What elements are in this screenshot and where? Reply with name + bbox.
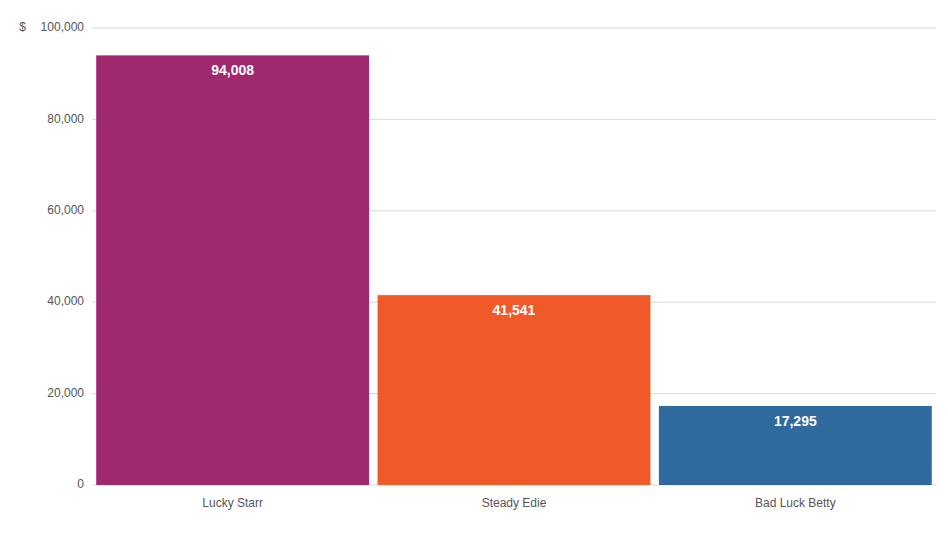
x-axis: Lucky Starr Steady Edie Bad Luck Betty [202, 496, 835, 510]
data-labels: 94,008 41,541 17,295 [211, 62, 817, 429]
x-tick-label: Lucky Starr [202, 496, 263, 510]
y-tick-label: 0 [77, 477, 84, 491]
y-tick-label: 60,000 [47, 203, 84, 217]
grid-line [92, 28, 936, 29]
y-axis: 0 20,000 40,000 60,000 80,000 100,000 [41, 20, 85, 491]
y-tick-label: 20,000 [47, 386, 84, 400]
x-tick-label: Bad Luck Betty [755, 496, 836, 510]
y-tick-label: 80,000 [47, 112, 84, 126]
bar [378, 295, 651, 485]
x-tick-label: Steady Edie [482, 496, 547, 510]
chart-container: 0 20,000 40,000 60,000 80,000 100,000 $94,008 4… [0, 0, 948, 533]
data-label: 41,541 [493, 302, 536, 318]
y-axis-label: $ [19, 20, 26, 34]
bar [659, 406, 932, 485]
bars [96, 55, 932, 485]
bar [96, 55, 369, 485]
data-label: 17,295 [774, 413, 817, 429]
chart: 0 20,000 40,000 60,000 80,000 100,000 $94,008 4… [0, 0, 948, 533]
y-tick-label: 40,000 [47, 294, 84, 308]
data-label: 94,008 [211, 62, 254, 78]
grid [92, 28, 936, 485]
y-tick-label: 100,000 [41, 20, 85, 34]
